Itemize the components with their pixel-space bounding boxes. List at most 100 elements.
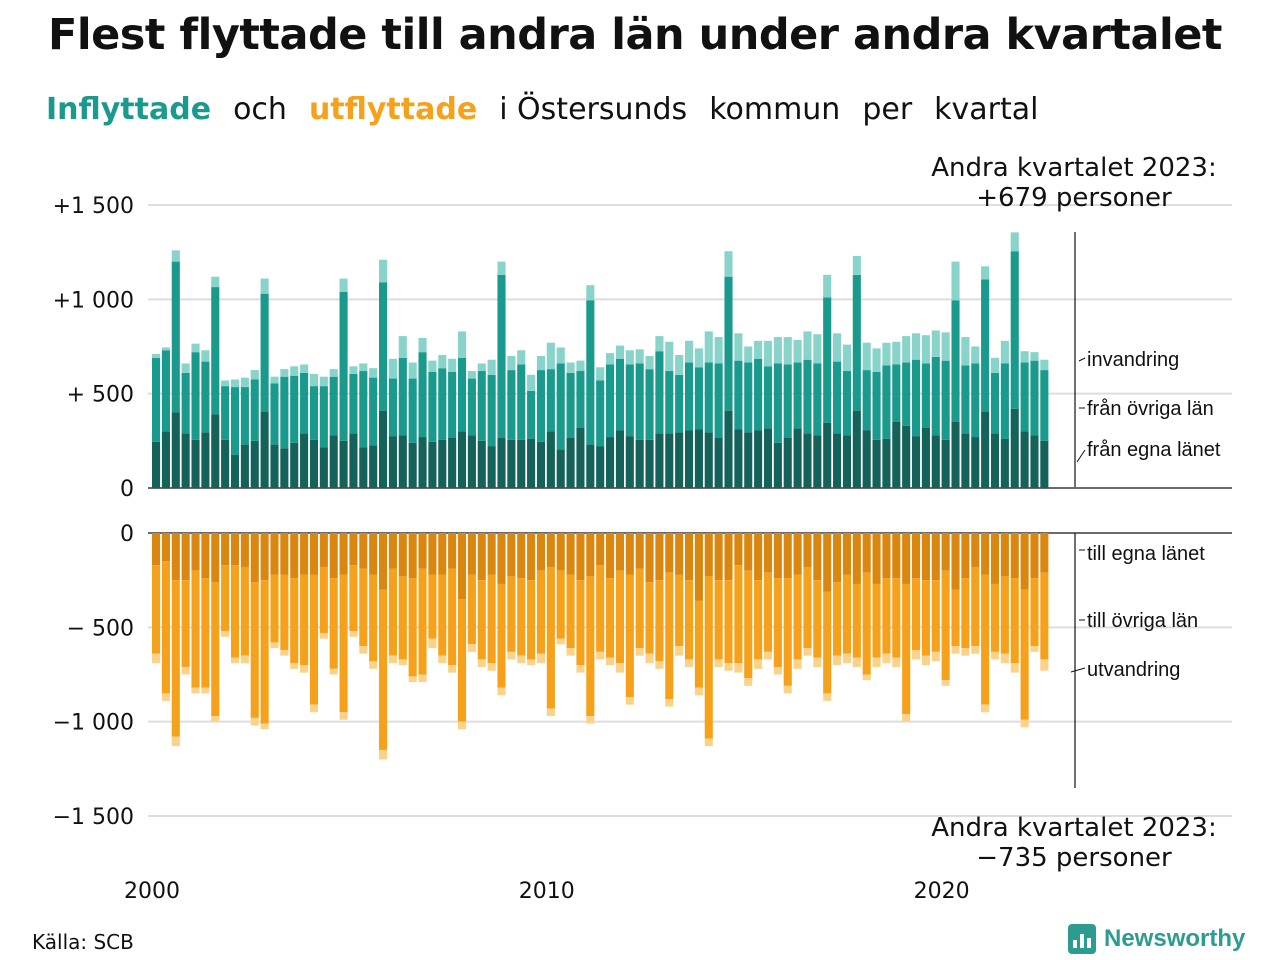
- bar-in-2: [457, 331, 467, 358]
- bar-out-0: [230, 533, 240, 566]
- bar-out-1: [783, 578, 792, 686]
- bar-out-0: [823, 533, 832, 592]
- bar-in-1: [161, 350, 170, 432]
- bar-in-2: [230, 379, 240, 388]
- bar-in-2: [813, 334, 822, 364]
- bar-out-0: [724, 533, 733, 581]
- bar-chart-speech-icon: [1068, 924, 1096, 954]
- bar-in-1: [1030, 360, 1039, 436]
- bar-in-0: [477, 440, 486, 488]
- bar-in-2: [497, 261, 506, 275]
- bar-in-2: [931, 330, 940, 357]
- bar-in-1: [635, 363, 644, 440]
- bar-out-2: [882, 653, 891, 664]
- bar-in-1: [359, 371, 368, 448]
- bar-out-2: [833, 655, 842, 666]
- bar-out-1: [724, 580, 733, 664]
- bar-out-1: [704, 576, 713, 739]
- bar-in-1: [467, 378, 476, 436]
- bar-out-1: [566, 574, 575, 649]
- bar-in-2: [527, 374, 536, 391]
- bar-out-2: [694, 687, 703, 696]
- bar-out-2: [161, 693, 170, 701]
- bar-in-0: [1000, 438, 1009, 488]
- bar-in-1: [1010, 251, 1019, 409]
- subtitle-kommun-name: i Östersunds: [499, 92, 688, 127]
- bar-out-2: [260, 723, 269, 730]
- bar-in-0: [714, 438, 723, 488]
- bar-in-2: [487, 359, 496, 375]
- bar-in-0: [645, 439, 654, 488]
- bar-in-2: [161, 347, 170, 351]
- bar-in-2: [842, 344, 851, 372]
- bar-out-2: [507, 651, 516, 660]
- bar-in-1: [527, 390, 536, 439]
- bar-in-2: [1030, 352, 1039, 361]
- bar-in-1: [694, 367, 703, 430]
- bar-in-1: [497, 274, 506, 439]
- bar-out-0: [517, 533, 526, 579]
- bar-in-0: [527, 438, 536, 488]
- bar-out-1: [339, 574, 348, 713]
- bar-out-1: [260, 580, 269, 724]
- bar-in-0: [665, 433, 674, 488]
- bar-out-0: [981, 533, 990, 575]
- bar-in-1: [665, 371, 674, 434]
- bar-out-1: [990, 583, 1000, 652]
- subtitle-kvartal: kvartal: [934, 92, 1039, 127]
- y-tick-label: + 500: [67, 383, 134, 408]
- bar-in-1: [201, 361, 210, 433]
- bar-out-0: [803, 533, 812, 567]
- bar-out-2: [823, 693, 832, 701]
- bar-out-2: [438, 655, 447, 664]
- bar-out-0: [961, 533, 970, 579]
- bar-in-1: [990, 372, 1000, 434]
- newsworthy-logo: Newsworthy: [1068, 924, 1245, 954]
- bar-out-1: [487, 574, 496, 664]
- bar-in-1: [961, 365, 970, 434]
- bar-in-2: [872, 348, 881, 372]
- bar-in-0: [566, 438, 575, 488]
- bar-out-0: [704, 533, 713, 577]
- bar-in-2: [467, 371, 476, 379]
- y-tick-label: − 500: [67, 616, 134, 641]
- bar-out-0: [1010, 533, 1019, 579]
- bar-in-1: [754, 358, 763, 431]
- annotation-top-line1: Andra kvartalet 2023:: [931, 153, 1216, 183]
- bar-in-0: [329, 435, 338, 488]
- bar-in-1: [744, 362, 753, 433]
- bar-in-2: [793, 339, 802, 363]
- bar-in-2: [290, 366, 299, 376]
- bar-out-2: [319, 632, 328, 639]
- annotation-bottom-line2: −735 personer: [976, 843, 1172, 873]
- bar-out-2: [576, 665, 585, 673]
- bar-in-2: [892, 341, 901, 365]
- bar-in-1: [1000, 363, 1009, 439]
- bar-in-1: [645, 369, 654, 440]
- bar-out-1: [477, 580, 486, 660]
- bar-out-2: [655, 661, 664, 669]
- bar-in-2: [309, 373, 319, 387]
- bar-out-2: [477, 659, 486, 667]
- legend-label: från egna länet: [1087, 439, 1221, 461]
- bar-in-1: [418, 352, 427, 438]
- bar-in-1: [606, 364, 615, 438]
- bar-out-0: [280, 533, 289, 575]
- bar-out-2: [428, 638, 437, 649]
- bar-in-0: [813, 435, 822, 488]
- bar-out-0: [438, 533, 447, 575]
- bar-in-0: [359, 447, 368, 488]
- bar-out-2: [290, 663, 299, 669]
- bar-out-0: [645, 533, 654, 583]
- bar-out-0: [596, 533, 605, 566]
- bar-out-0: [477, 533, 486, 581]
- bar-out-2: [201, 687, 210, 694]
- bar-in-1: [349, 373, 358, 434]
- bar-in-0: [882, 438, 891, 488]
- bar-out-1: [931, 580, 940, 652]
- axis-tick-labels: +1 500 +1 000 + 500 0 0 − 500 −1 000 −1 500 2000…: [53, 194, 970, 904]
- bar-in-0: [280, 448, 289, 488]
- bar-in-0: [1010, 408, 1019, 488]
- bar-in-0: [734, 429, 743, 488]
- bar-in-1: [477, 371, 486, 441]
